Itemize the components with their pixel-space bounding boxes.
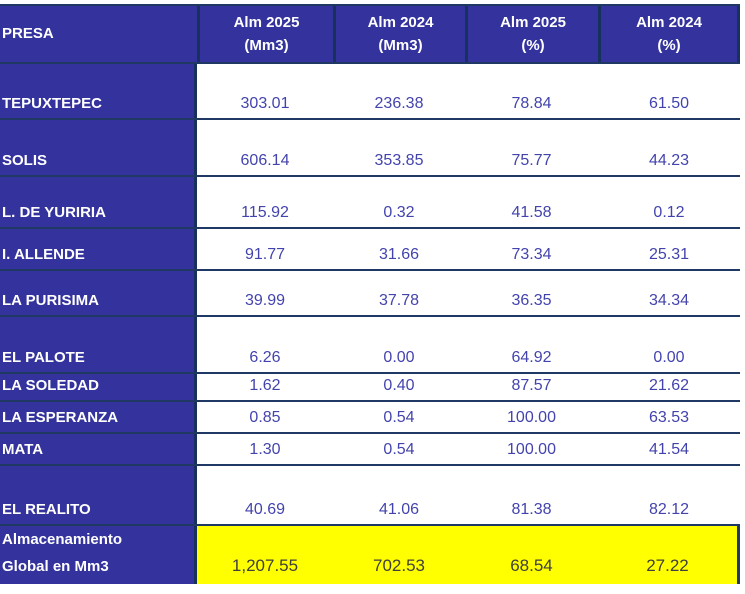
value-cell: 0.54 xyxy=(333,402,465,432)
value-cell: 0.00 xyxy=(598,317,740,372)
value-cell: 39.99 xyxy=(197,271,333,315)
header-line2: (Mm3) xyxy=(244,37,289,54)
value-cell: 40.69 xyxy=(197,466,333,524)
value-cell: 41.54 xyxy=(598,434,740,464)
header-line2: (%) xyxy=(657,37,681,54)
dam-name-cell: L. DE YURIRIA xyxy=(0,177,197,227)
value-cell: 0.54 xyxy=(333,434,465,464)
table-row-tepuxtepec: TEPUXTEPEC 303.01 236.38 78.84 61.50 xyxy=(0,64,740,120)
header-line1: Alm 2025 xyxy=(500,13,566,31)
value-cell: 36.35 xyxy=(465,271,598,315)
table-row-l-de-yuriria: L. DE YURIRIA 115.92 0.32 41.58 0.12 xyxy=(0,177,740,229)
value-cell: 303.01 xyxy=(197,64,333,118)
header-line2: (%) xyxy=(521,37,545,54)
value-cell: 82.12 xyxy=(598,466,740,524)
table-row-la-purisima: LA PURISIMA 39.99 37.78 36.35 34.34 xyxy=(0,271,740,317)
value-cell: 75.77 xyxy=(465,120,598,175)
header-cell-alm-2024-pct: Alm 2024 (%) xyxy=(598,6,740,62)
header-cell-presa: PRESA xyxy=(0,6,197,62)
header-cell-alm-2025-mm3: Alm 2025 (Mm3) xyxy=(197,6,333,62)
total-value-cell: 1,207.55 xyxy=(197,526,333,584)
value-cell: 87.57 xyxy=(465,374,598,400)
header-cell-alm-2025-pct: Alm 2025 (%) xyxy=(465,6,598,62)
table-row-global-total: Almacenamiento Global en Mm3 1,207.55 70… xyxy=(0,526,740,584)
dam-name-cell: MATA xyxy=(0,434,197,464)
table-row-mata: MATA 1.30 0.54 100.00 41.54 xyxy=(0,434,740,466)
header-line2: (Mm3) xyxy=(378,37,423,54)
value-cell: 1.62 xyxy=(197,374,333,400)
value-cell: 64.92 xyxy=(465,317,598,372)
value-cell: 100.00 xyxy=(465,434,598,464)
table-row-la-esperanza: LA ESPERANZA 0.85 0.54 100.00 63.53 xyxy=(0,402,740,434)
total-value-cell: 27.22 xyxy=(598,526,740,584)
value-cell: 100.00 xyxy=(465,402,598,432)
table-row-el-palote: EL PALOTE 6.26 0.00 64.92 0.00 xyxy=(0,317,740,374)
header-line1: Alm 2024 xyxy=(367,13,434,31)
value-cell: 63.53 xyxy=(598,402,740,432)
dam-name-cell: LA ESPERANZA xyxy=(0,402,197,432)
value-cell: 61.50 xyxy=(598,64,740,118)
value-cell: 31.66 xyxy=(333,229,465,269)
value-cell: 6.26 xyxy=(197,317,333,372)
value-cell: 353.85 xyxy=(333,120,465,175)
total-value-cell: 702.53 xyxy=(333,526,465,584)
value-cell: 73.34 xyxy=(465,229,598,269)
value-cell: 0.12 xyxy=(598,177,740,227)
total-label-line2: Global en Mm3 xyxy=(2,558,109,575)
value-cell: 0.32 xyxy=(333,177,465,227)
value-cell: 44.23 xyxy=(598,120,740,175)
value-cell: 0.40 xyxy=(333,374,465,400)
value-cell: 41.06 xyxy=(333,466,465,524)
value-cell: 91.77 xyxy=(197,229,333,269)
value-cell: 115.92 xyxy=(197,177,333,227)
total-label-line1: Almacenamiento xyxy=(2,531,123,548)
value-cell: 1.30 xyxy=(197,434,333,464)
total-label-cell: Almacenamiento Global en Mm3 xyxy=(0,526,197,584)
header-label: PRESA xyxy=(2,25,54,43)
dam-name-cell: LA SOLEDAD xyxy=(0,374,197,400)
value-cell: 0.00 xyxy=(333,317,465,372)
dam-name-cell: I. ALLENDE xyxy=(0,229,197,269)
dam-name-cell: LA PURISIMA xyxy=(0,271,197,315)
value-cell: 21.62 xyxy=(598,374,740,400)
total-value-cell: 68.54 xyxy=(465,526,598,584)
header-row: PRESA Alm 2025 (Mm3) Alm 2024 (Mm3) Alm … xyxy=(0,6,740,64)
dam-name-cell: EL PALOTE xyxy=(0,317,197,372)
dam-name-cell: EL REALITO xyxy=(0,466,197,524)
value-cell: 78.84 xyxy=(465,64,598,118)
table-row-solis: SOLIS 606.14 353.85 75.77 44.23 xyxy=(0,120,740,177)
value-cell: 25.31 xyxy=(598,229,740,269)
header-line1: Alm 2025 xyxy=(233,13,300,31)
value-cell: 81.38 xyxy=(465,466,598,524)
header-cell-alm-2024-mm3: Alm 2024 (Mm3) xyxy=(333,6,465,62)
value-cell: 0.85 xyxy=(197,402,333,432)
value-cell: 606.14 xyxy=(197,120,333,175)
table-row-i-allende: I. ALLENDE 91.77 31.66 73.34 25.31 xyxy=(0,229,740,271)
dam-name-cell: SOLIS xyxy=(0,120,197,175)
value-cell: 34.34 xyxy=(598,271,740,315)
dam-storage-table: PRESA Alm 2025 (Mm3) Alm 2024 (Mm3) Alm … xyxy=(0,4,740,584)
value-cell: 37.78 xyxy=(333,271,465,315)
table-row-la-soledad: LA SOLEDAD 1.62 0.40 87.57 21.62 xyxy=(0,374,740,402)
value-cell: 41.58 xyxy=(465,177,598,227)
dam-name-cell: TEPUXTEPEC xyxy=(0,64,197,118)
header-line1: Alm 2024 xyxy=(636,13,702,31)
value-cell: 236.38 xyxy=(333,64,465,118)
table-row-el-realito: EL REALITO 40.69 41.06 81.38 82.12 xyxy=(0,466,740,526)
